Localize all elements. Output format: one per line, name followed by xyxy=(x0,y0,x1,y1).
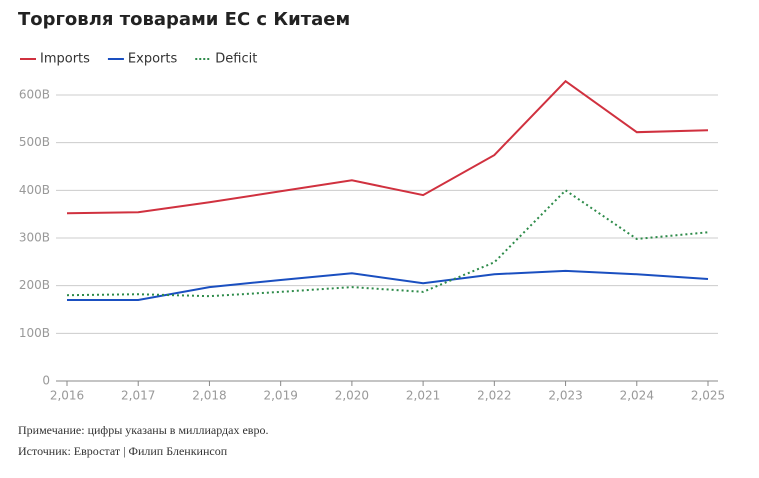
series-line xyxy=(66,189,709,298)
legend-label: Deficit xyxy=(215,52,257,67)
y-tick-label: 600B xyxy=(19,88,50,102)
x-tick-label: 2,020 xyxy=(335,389,369,403)
source: Источник: Евростат | Филип Бленкинсоп xyxy=(18,444,228,458)
chart-title: Торговля товарами ЕС с Китаем xyxy=(18,9,350,30)
y-tick-label: 500B xyxy=(19,135,50,149)
series-line xyxy=(66,79,709,215)
x-tick-label: 2,023 xyxy=(548,389,582,403)
x-tick-label: 2,024 xyxy=(620,389,654,403)
legend-label: Exports xyxy=(128,52,178,67)
x-tick-label: 2,022 xyxy=(477,389,511,403)
y-tick-label: 400B xyxy=(19,183,50,197)
x-tick-label: 2,019 xyxy=(263,389,297,403)
note: Примечание: цифры указаны в миллиардах е… xyxy=(18,423,268,437)
x-tick-label: 2,017 xyxy=(121,389,155,403)
y-tick-label: 200B xyxy=(19,278,50,292)
series-line xyxy=(67,269,709,301)
x-tick-label: 2,021 xyxy=(406,389,440,403)
legend-label: Imports xyxy=(40,52,90,67)
x-tick-label: 2,025 xyxy=(691,389,725,403)
y-tick-label: 0 xyxy=(42,374,50,388)
y-tick-label: 100B xyxy=(19,326,50,340)
x-tick-label: 2,016 xyxy=(50,389,84,403)
x-tick-label: 2,018 xyxy=(192,389,226,403)
y-tick-label: 300B xyxy=(19,231,50,245)
